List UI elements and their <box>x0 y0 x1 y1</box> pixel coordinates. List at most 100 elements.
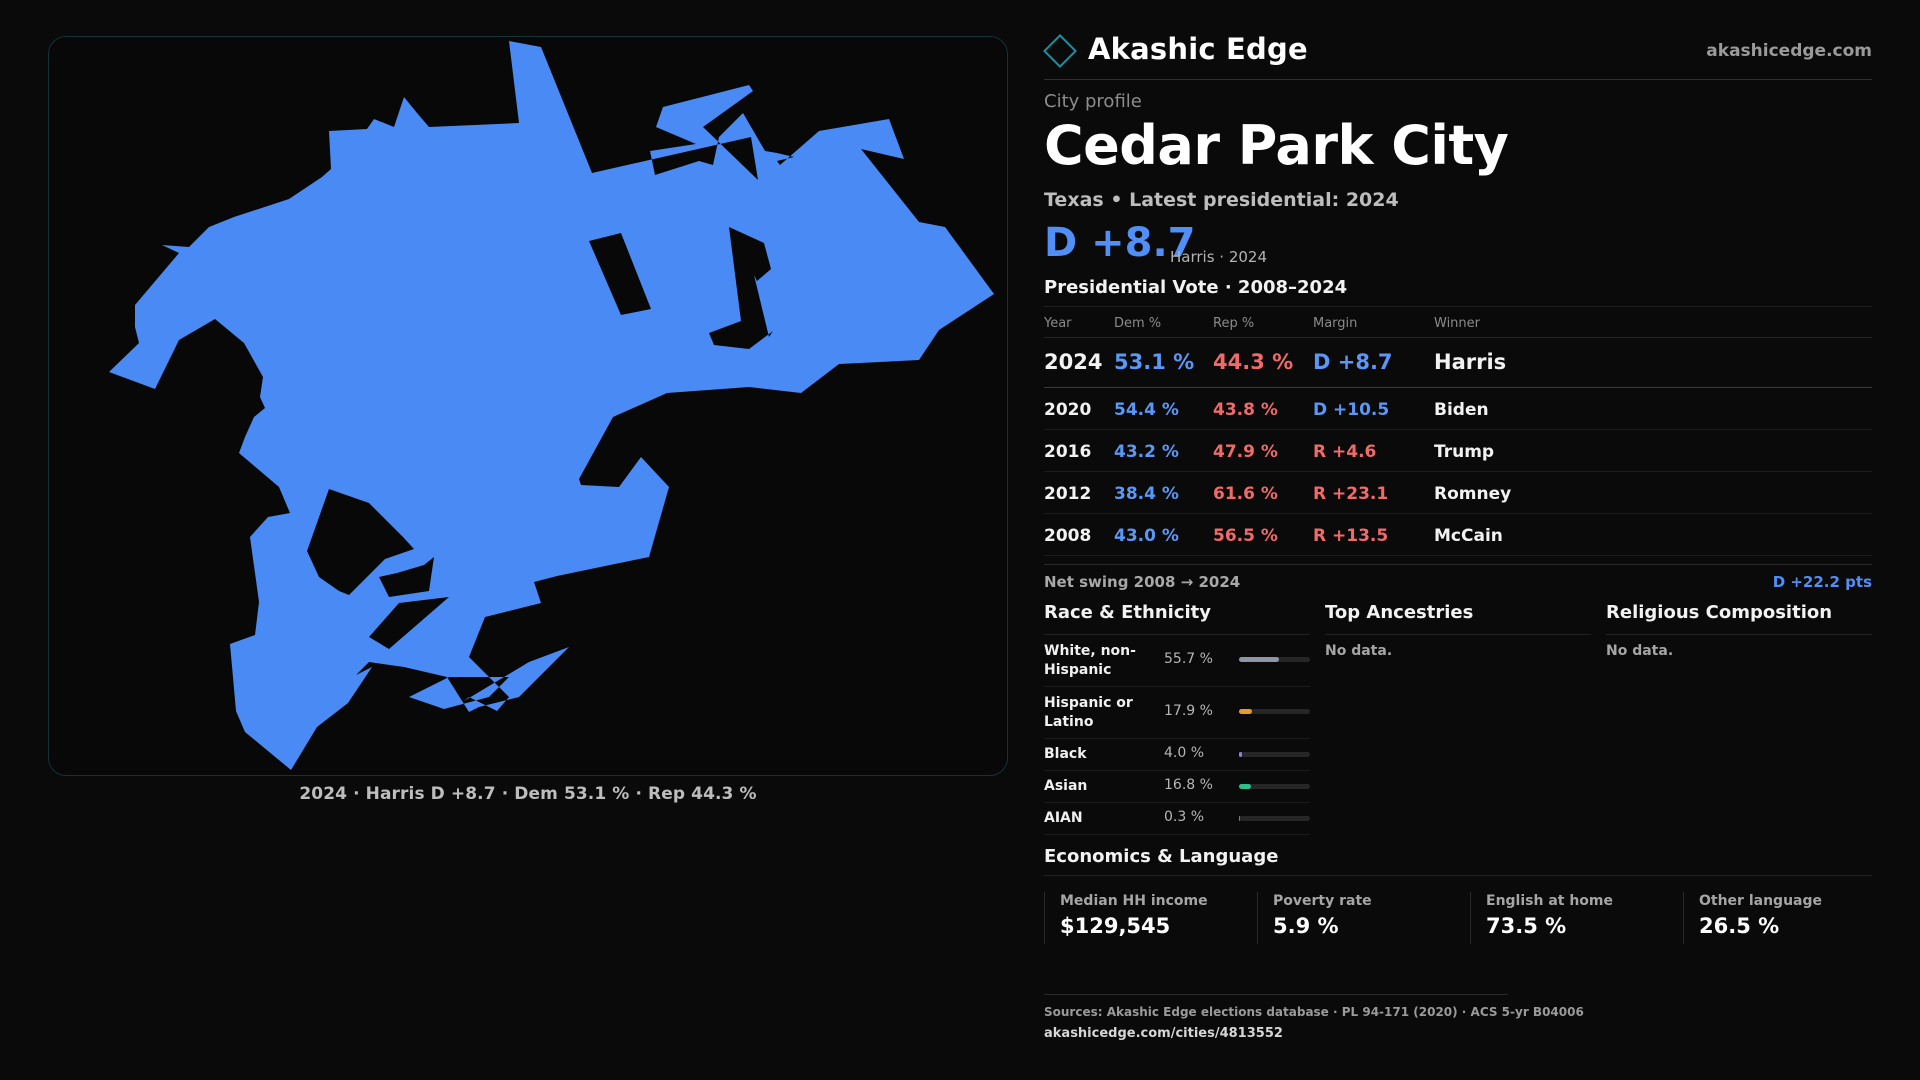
table-row: 2008 43.0 % 56.5 % R +13.5 McCain <box>1044 514 1872 556</box>
race-label: Asian <box>1044 778 1088 794</box>
margin-cell: D +8.7 <box>1313 350 1393 374</box>
race-label: AIAN <box>1044 810 1083 826</box>
city-boundary-shape[interactable] <box>109 41 994 770</box>
stat-value: 26.5 % <box>1699 914 1780 938</box>
table-body: 2024 53.1 % 44.3 % D +8.7 Harris 2020 54.4 % 43… <box>1044 337 1872 556</box>
page-eyebrow: City profile <box>1044 91 1142 112</box>
dem-cell: 43.0 % <box>1114 526 1179 546</box>
dem-cell: 53.1 % <box>1114 350 1195 374</box>
race-bar-fill <box>1239 816 1240 821</box>
dem-cell: 43.2 % <box>1114 442 1179 462</box>
table-row: 2020 54.4 % 43.8 % D +10.5 Biden <box>1044 388 1872 430</box>
margin-cell: R +13.5 <box>1313 526 1389 546</box>
economics-divider <box>1044 875 1872 876</box>
religion-section-title: Religious Composition <box>1606 602 1833 623</box>
presidential-section-title: Presidential Vote · 2008–2024 <box>1044 277 1348 298</box>
race-row: Hispanic or Latino 17.9 % <box>1044 687 1310 739</box>
stat-label: English at home <box>1486 893 1614 909</box>
rep-cell: 44.3 % <box>1213 350 1294 374</box>
net-swing-label: Net swing 2008 → 2024 <box>1044 573 1241 591</box>
ancestries-empty-text: No data. <box>1325 643 1393 659</box>
religion-section: Religious Composition No data. <box>1606 602 1872 659</box>
ancestries-section-title: Top Ancestries <box>1325 602 1474 623</box>
year-cell: 2020 <box>1044 400 1092 420</box>
margin-cell: D +10.5 <box>1313 400 1390 420</box>
brand-name: Akashic Edge <box>1088 32 1308 66</box>
stat-label: Median HH income <box>1060 893 1208 909</box>
header-winner: Winner <box>1434 316 1481 331</box>
footer-divider <box>1044 994 1508 995</box>
dem-cell: 54.4 % <box>1114 400 1179 420</box>
rep-cell: 56.5 % <box>1213 526 1278 546</box>
winner-cell: McCain <box>1434 526 1503 546</box>
race-row: Asian 16.8 % <box>1044 771 1310 803</box>
race-bar-fill <box>1239 657 1279 662</box>
brand[interactable]: Akashic Edge <box>1043 32 1308 68</box>
headline-margin: D +8.7 <box>1044 220 1196 266</box>
race-value: 17.9 % <box>1164 703 1213 719</box>
race-label: Black <box>1044 746 1087 762</box>
religion-empty-text: No data. <box>1606 643 1674 659</box>
race-value: 4.0 % <box>1164 745 1205 761</box>
stat-label: Poverty rate <box>1273 893 1372 909</box>
table-header: Year Dem % Rep % Margin Winner <box>1044 307 1872 337</box>
site-link[interactable]: akashicedge.com <box>1706 41 1872 61</box>
presidential-table: Year Dem % Rep % Margin Winner 2024 53.1 … <box>1044 306 1872 556</box>
race-row: White, non-Hispanic 55.7 % <box>1044 635 1310 687</box>
race-label: White, non-Hispanic <box>1044 643 1136 678</box>
race-bar-track <box>1239 709 1310 714</box>
diamond-logo-icon <box>1043 34 1077 68</box>
winner-cell: Trump <box>1434 442 1495 462</box>
stat-label: Other language <box>1699 893 1822 909</box>
page-subtitle: Texas • Latest presidential: 2024 <box>1044 189 1399 211</box>
race-list: White, non-Hispanic 55.7 % Hispanic or Lat… <box>1044 635 1310 835</box>
race-value: 55.7 % <box>1164 651 1213 667</box>
header-margin: Margin <box>1313 316 1358 331</box>
winner-cell: Romney <box>1434 484 1512 504</box>
margin-cell: R +23.1 <box>1313 484 1389 504</box>
table-row: 2012 38.4 % 61.6 % R +23.1 Romney <box>1044 472 1872 514</box>
rep-cell: 61.6 % <box>1213 484 1278 504</box>
footer-sources: Sources: Akashic Edge elections database… <box>1044 1005 1584 1019</box>
city-map[interactable] <box>48 36 1008 776</box>
table-row: 2016 43.2 % 47.9 % R +4.6 Trump <box>1044 430 1872 472</box>
table-top-divider <box>1044 306 1872 307</box>
race-section: Race & Ethnicity White, non-Hispanic 55.7… <box>1044 602 1310 835</box>
footer-url[interactable]: akashicedge.com/cities/4813552 <box>1044 1026 1283 1041</box>
swing-divider <box>1044 564 1872 565</box>
stat-value: $129,545 <box>1060 914 1171 938</box>
ancestries-divider <box>1325 634 1591 635</box>
race-section-title: Race & Ethnicity <box>1044 602 1211 623</box>
year-cell: 2016 <box>1044 442 1092 462</box>
page-title: Cedar Park City <box>1044 114 1509 177</box>
rep-cell: 43.8 % <box>1213 400 1278 420</box>
race-value: 0.3 % <box>1164 809 1205 825</box>
dem-cell: 38.4 % <box>1114 484 1179 504</box>
city-boundary-map <box>109 41 994 770</box>
race-bar-track <box>1239 816 1310 821</box>
header-rep: Rep % <box>1213 316 1255 331</box>
race-bar-fill <box>1239 784 1251 789</box>
stat-english-at-home: English at home 73.5 % <box>1470 892 1670 944</box>
header-dem: Dem % <box>1114 316 1162 331</box>
year-cell: 2012 <box>1044 484 1092 504</box>
year-cell: 2024 <box>1044 350 1103 374</box>
race-value: 16.8 % <box>1164 777 1213 793</box>
stat-other-language: Other language 26.5 % <box>1683 892 1883 944</box>
table-row: 2024 53.1 % 44.3 % D +8.7 Harris <box>1044 337 1872 388</box>
header-year: Year <box>1044 316 1072 331</box>
religion-divider <box>1606 634 1872 635</box>
race-row: Black 4.0 % <box>1044 739 1310 771</box>
race-bar-track <box>1239 784 1310 789</box>
race-bar-fill <box>1239 709 1252 714</box>
stat-poverty-rate: Poverty rate 5.9 % <box>1257 892 1457 944</box>
headline-margin-note: Harris · 2024 <box>1170 248 1268 266</box>
economics-section-title: Economics & Language <box>1044 846 1279 867</box>
race-label: Hispanic or Latino <box>1044 695 1133 730</box>
race-bar-track <box>1239 752 1310 757</box>
race-bar-fill <box>1239 752 1242 757</box>
margin-cell: R +4.6 <box>1313 442 1377 462</box>
race-bar-track <box>1239 657 1310 662</box>
stat-value: 5.9 % <box>1273 914 1339 938</box>
ancestries-section: Top Ancestries No data. <box>1325 602 1591 659</box>
